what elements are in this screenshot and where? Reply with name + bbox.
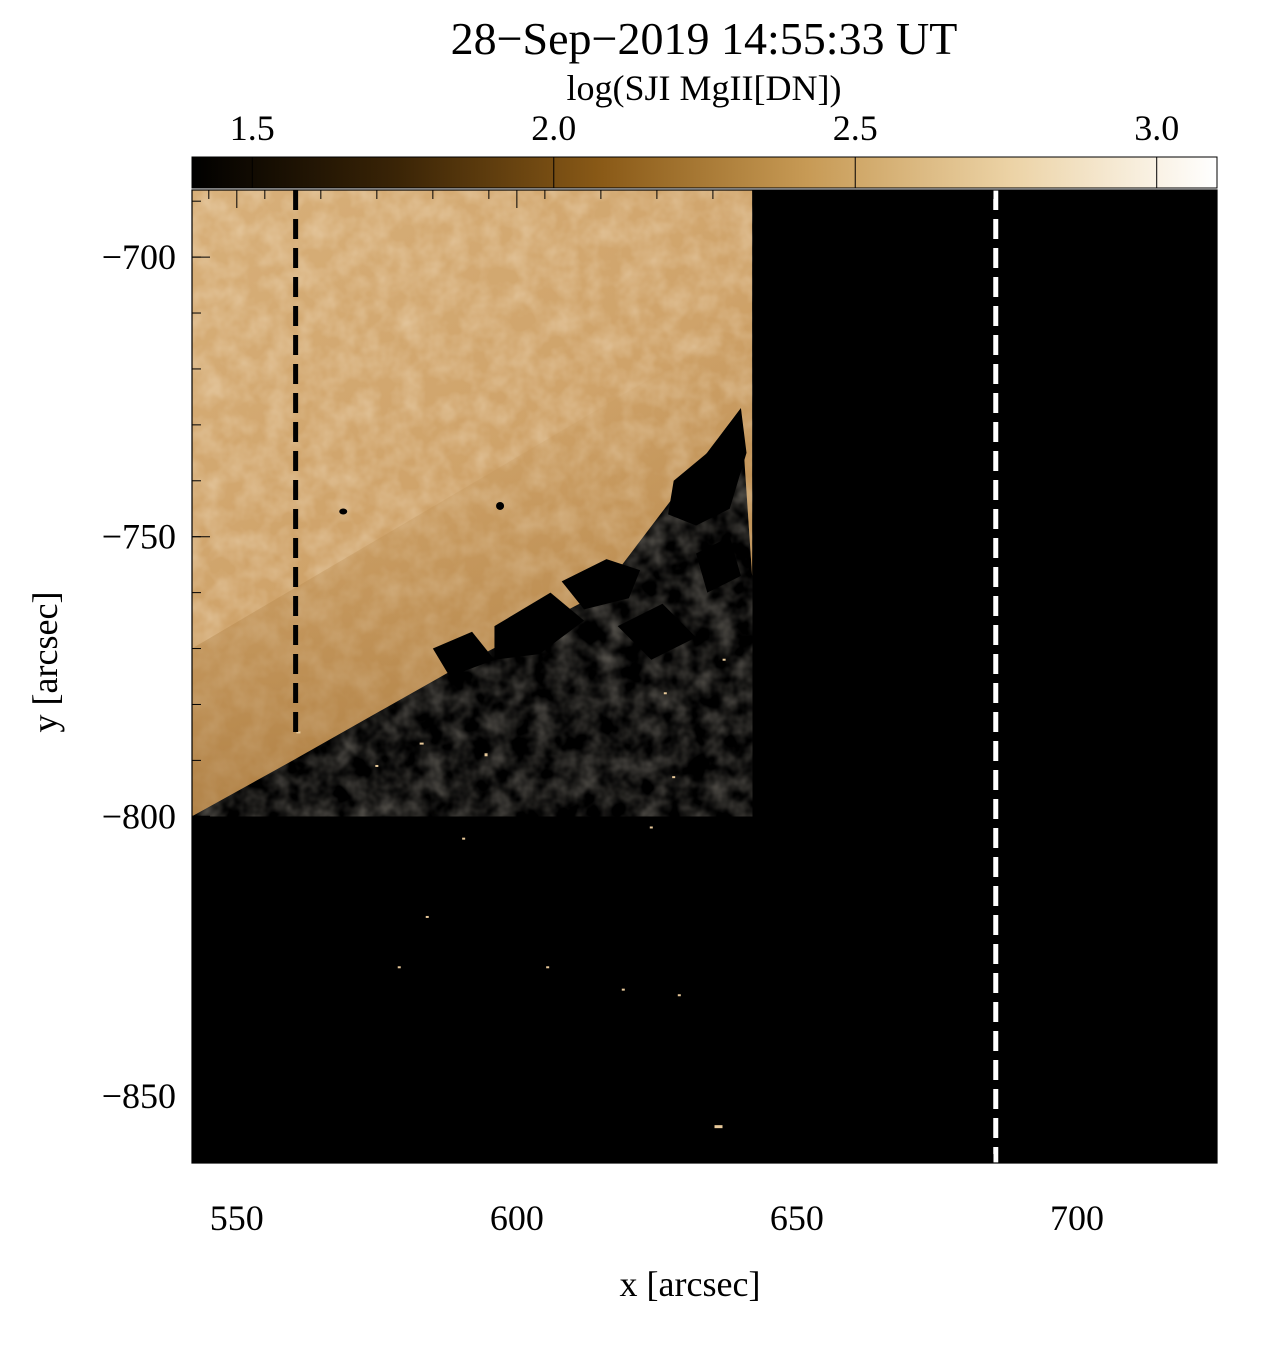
colorbar-tick-label: 1.5	[230, 108, 275, 148]
colorbar-ticks: 1.5 2.0 2.5 3.0	[230, 108, 1179, 188]
y-tick-label: −850	[102, 1076, 176, 1116]
bright-speck	[375, 764, 379, 767]
x-ticks: 550 600 650 700	[208, 190, 1218, 1238]
dark-spot	[496, 501, 505, 510]
y-tick-label: −750	[102, 517, 176, 557]
dark-patch	[432, 631, 495, 677]
x-tick-label: 600	[490, 1198, 544, 1238]
dark-patch	[561, 559, 641, 610]
dark-spot	[339, 508, 348, 515]
bright-speck	[722, 658, 726, 661]
bright-speck	[672, 776, 676, 779]
dark-patch	[494, 592, 585, 660]
y-axis-label: y [arcsec]	[25, 592, 65, 733]
chart-title: 28−Sep−2019 14:55:33 UT	[451, 13, 958, 64]
bright-speck	[546, 966, 550, 969]
colorbar: 1.5 2.0 2.5 3.0	[191, 108, 1218, 189]
plot-area	[192, 190, 1217, 1163]
y-tick-label: −700	[102, 237, 176, 277]
y-tick-label: −800	[102, 796, 176, 836]
x-tick-label: 700	[1050, 1198, 1104, 1238]
dark-patch	[668, 408, 747, 526]
x-tick-label: 550	[210, 1198, 264, 1238]
bright-speck	[462, 837, 466, 840]
bright-speck	[677, 994, 681, 997]
colorbar-label: log(SJI MgII[DN])	[567, 68, 842, 108]
bright-specks	[296, 658, 726, 1129]
colorbar-bar	[191, 156, 1218, 189]
bright-speck	[649, 826, 653, 829]
limb-band	[192, 318, 753, 817]
bright-speck	[425, 915, 429, 918]
colorbar-tick-label: 2.0	[531, 108, 576, 148]
x-tick-label: 650	[770, 1198, 824, 1238]
bright-speck	[296, 731, 301, 734]
bright-speck	[419, 742, 424, 745]
colorbar-tick-label: 2.5	[833, 108, 878, 148]
x-axis-label: x [arcsec]	[620, 1264, 761, 1304]
dark-patch	[617, 603, 697, 660]
colorbar-tick-label: 3.0	[1134, 108, 1179, 148]
bright-speck	[714, 1125, 723, 1129]
y-ticks: −700 −750 −800 −850	[102, 200, 1217, 1153]
bright-speck	[397, 966, 401, 969]
slit-lines	[293, 190, 999, 1163]
axes-frame	[191, 189, 1218, 1164]
bright-speck	[484, 753, 488, 757]
dark-patch	[696, 536, 741, 593]
bright-speck	[621, 988, 625, 991]
bright-speck	[663, 692, 667, 695]
dark-patches	[339, 408, 747, 677]
